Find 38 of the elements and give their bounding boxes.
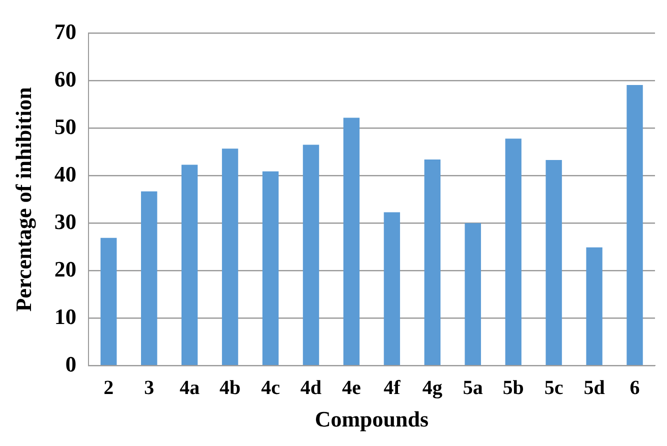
bar xyxy=(626,84,643,365)
y-tick-label: 70 xyxy=(54,18,76,44)
x-tick-label: 4f xyxy=(384,376,401,399)
x-tick-label: 2 xyxy=(104,376,114,399)
bar xyxy=(222,148,238,365)
y-tick-label: 50 xyxy=(54,114,76,139)
bar xyxy=(424,160,440,365)
y-tick-label: 0 xyxy=(65,351,76,376)
x-tick-label: 4g xyxy=(422,376,442,399)
y-tick-label: 10 xyxy=(54,304,76,329)
x-tick-label: 4d xyxy=(300,376,322,399)
y-tick-label: 60 xyxy=(54,66,76,92)
bar xyxy=(262,171,279,365)
bar xyxy=(343,118,360,365)
x-tick-label: 5b xyxy=(502,376,524,399)
x-tick-label: 5d xyxy=(584,376,605,399)
y-tick-label: 40 xyxy=(54,161,76,186)
bar xyxy=(181,164,198,365)
bar xyxy=(505,138,522,365)
x-tick-label: 5a xyxy=(462,376,483,399)
bar xyxy=(586,247,602,365)
x-tick-label: 4a xyxy=(180,376,200,399)
x-tick-label: 4e xyxy=(342,376,362,399)
bar xyxy=(384,212,400,365)
bar xyxy=(302,144,320,365)
x-axis-title: Compounds xyxy=(314,406,429,432)
y-tick-label: 20 xyxy=(54,256,76,282)
y-axis-title: Percentage of inhibition xyxy=(10,87,36,312)
x-tick-label: 4b xyxy=(219,376,241,399)
bar xyxy=(546,160,562,365)
x-tick-label: 4c xyxy=(261,376,280,399)
x-tick-label: 6 xyxy=(630,376,640,399)
bar xyxy=(100,238,117,365)
bar xyxy=(464,223,481,365)
bar xyxy=(141,191,158,365)
x-tick-label: 5c xyxy=(544,376,564,399)
y-tick-label: 30 xyxy=(54,208,76,234)
x-tick-label: 3 xyxy=(144,376,154,399)
